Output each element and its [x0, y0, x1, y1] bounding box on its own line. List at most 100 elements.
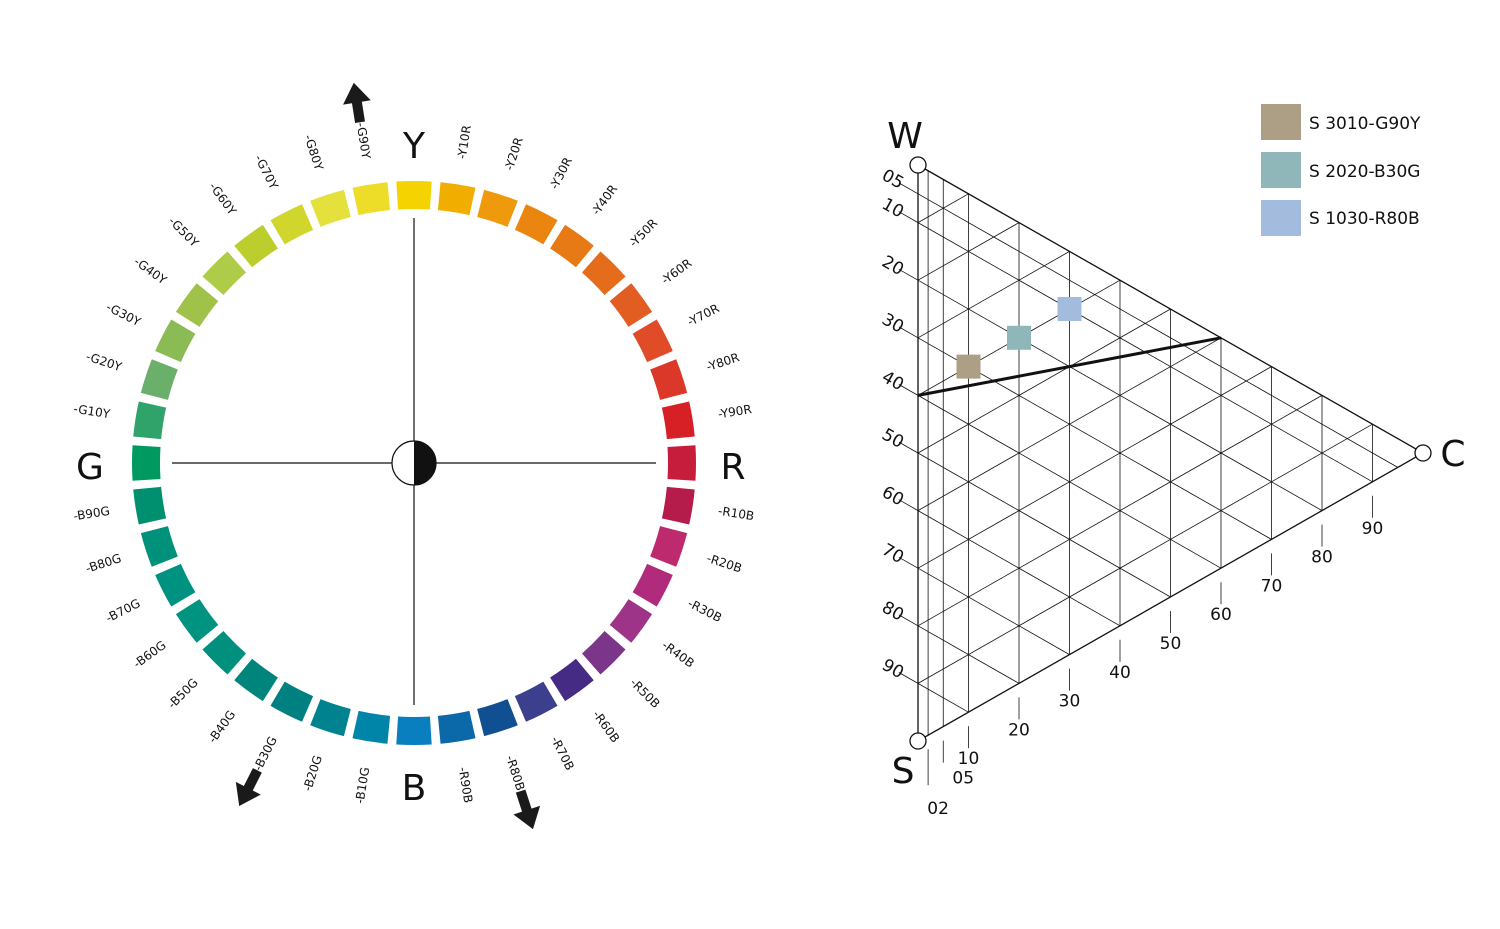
blackness-tick [898, 614, 919, 627]
hue-segment [234, 224, 278, 268]
chromaticness-scale-label: 50 [1160, 634, 1182, 654]
hue-segment [661, 401, 695, 440]
hue-segment-label: -R50B [627, 675, 662, 710]
hue-segment-label: -B80G [84, 551, 123, 576]
hue-segment-label: -R40B [659, 638, 696, 671]
hue-segment-label: -G10Y [73, 402, 112, 422]
hue-segment-label: -G60Y [206, 180, 239, 218]
chromaticness-scale-label: 30 [1059, 692, 1081, 712]
nuance-sample-square [1057, 297, 1082, 321]
hue-segment-label: -G90Y [354, 121, 374, 160]
hue-arrows [235, 82, 541, 830]
whiteness-gridline [917, 395, 1323, 627]
hue-segment-label: -Y40R [589, 182, 620, 218]
corner-label-s: S [892, 751, 915, 792]
hue-segment [650, 526, 688, 567]
pointer-arrow-icon [235, 768, 262, 807]
hue-segment [175, 283, 219, 327]
whiteness-gridline [917, 193, 969, 223]
corner-w-marker [909, 156, 927, 174]
hue-segment [270, 204, 314, 245]
corner-c-marker [1414, 444, 1432, 462]
hue-segment [514, 681, 558, 722]
hue-segment [650, 359, 688, 400]
blackness-scale-label: 90 [878, 655, 907, 683]
hue-segment-label: -G20Y [84, 349, 124, 374]
hue-segment [234, 658, 278, 702]
chromaticness-scale-label: 60 [1210, 605, 1232, 625]
blackness-scale-label: 40 [878, 367, 907, 395]
chromaticness-scale-label: 80 [1311, 548, 1333, 568]
chromaticness-scale-label: 20 [1008, 720, 1030, 740]
legend-label-3: S 1030-R80B [1309, 209, 1420, 229]
blackness-tick [898, 556, 919, 569]
hue-segment-label: -G70Y [252, 152, 281, 192]
legend-label-2: S 2020-B30G [1309, 162, 1420, 182]
hue-segment-label: -B90G [72, 504, 110, 524]
hue-segment [437, 182, 476, 216]
pointer-arrow-icon [343, 82, 371, 124]
chromaticness-scale-label: 05 [952, 769, 974, 789]
legend-label-1: S 3010-G90Y [1309, 114, 1421, 134]
legend: S 3010-G90Y S 2020-B30G S 1030-R80B [1261, 104, 1421, 236]
hue-segment [437, 710, 476, 744]
center-half-moon-icon [414, 441, 436, 485]
hue-segment [131, 445, 161, 481]
hue-segment-label: -G80Y [301, 133, 326, 173]
blackness-tick [898, 182, 919, 195]
blackness-gridline [917, 193, 1398, 468]
hue-segment [550, 224, 594, 268]
chromaticness-scale-label: 90 [1362, 519, 1384, 539]
hue-segment-label: -G30Y [104, 300, 144, 329]
hue-segment [550, 658, 594, 702]
hue-segment [609, 283, 653, 327]
nuance-sample-square [956, 354, 981, 379]
blackness-scale-label: 70 [878, 540, 907, 568]
hue-segment-label: -B50G [165, 675, 201, 711]
hue-segment-label: -R60B [590, 708, 623, 745]
legend-swatch-2 [1261, 152, 1301, 188]
triangle-samples [956, 297, 1082, 379]
hue-segment-label: -B30G [251, 734, 280, 773]
blackness-gridline [917, 567, 1070, 655]
hue-segment [175, 599, 219, 643]
cardinal-label-bottom: B [402, 768, 427, 809]
blackness-tick [898, 326, 919, 339]
hue-crosshair [172, 218, 656, 705]
whiteness-gridline [917, 366, 1272, 569]
hue-segment-label: -G50Y [166, 214, 202, 250]
blackness-tick [898, 672, 919, 684]
hue-segment-label: -R70B [548, 734, 577, 773]
hue-segments [131, 180, 696, 745]
blackness-tick [898, 441, 919, 454]
hue-segment-label: -G40Y [131, 254, 169, 287]
corner-label-c: C [1440, 434, 1465, 475]
chromaticness-scale-label: 02 [927, 799, 949, 819]
hue-segment [155, 319, 196, 363]
blackness-scale-label: 05 [878, 166, 907, 194]
hue-segment-label: -R20B [705, 551, 744, 575]
hue-segment [661, 486, 695, 525]
hue-segment-label: -R80B [503, 754, 527, 793]
hue-segment [133, 401, 167, 440]
nuance-sample-square [1007, 325, 1031, 350]
blackness-scale-label: 30 [878, 310, 907, 338]
hue-segment-label: -Y30R [547, 155, 575, 192]
hue-segment [155, 563, 196, 607]
hue-segment [133, 486, 167, 525]
hue-segment-label: -Y60R [659, 256, 695, 287]
hue-segment [352, 710, 391, 744]
hue-segment-label: -B40G [205, 708, 238, 746]
triangle-scales: 0510203040506070809002051020304050607080… [878, 166, 1383, 820]
blackness-scale-label: 80 [878, 598, 907, 626]
hue-segment-label: -Y70R [685, 301, 722, 329]
hue-segment [632, 319, 673, 363]
highlight-line [917, 336, 1222, 397]
blackness-tick [898, 268, 919, 281]
blackness-tick [898, 211, 919, 223]
blackness-tick [898, 499, 919, 511]
hue-segment [477, 699, 518, 737]
hue-segment-label: -Y10R [455, 124, 474, 160]
hue-segment-label: -B10G [353, 766, 373, 804]
